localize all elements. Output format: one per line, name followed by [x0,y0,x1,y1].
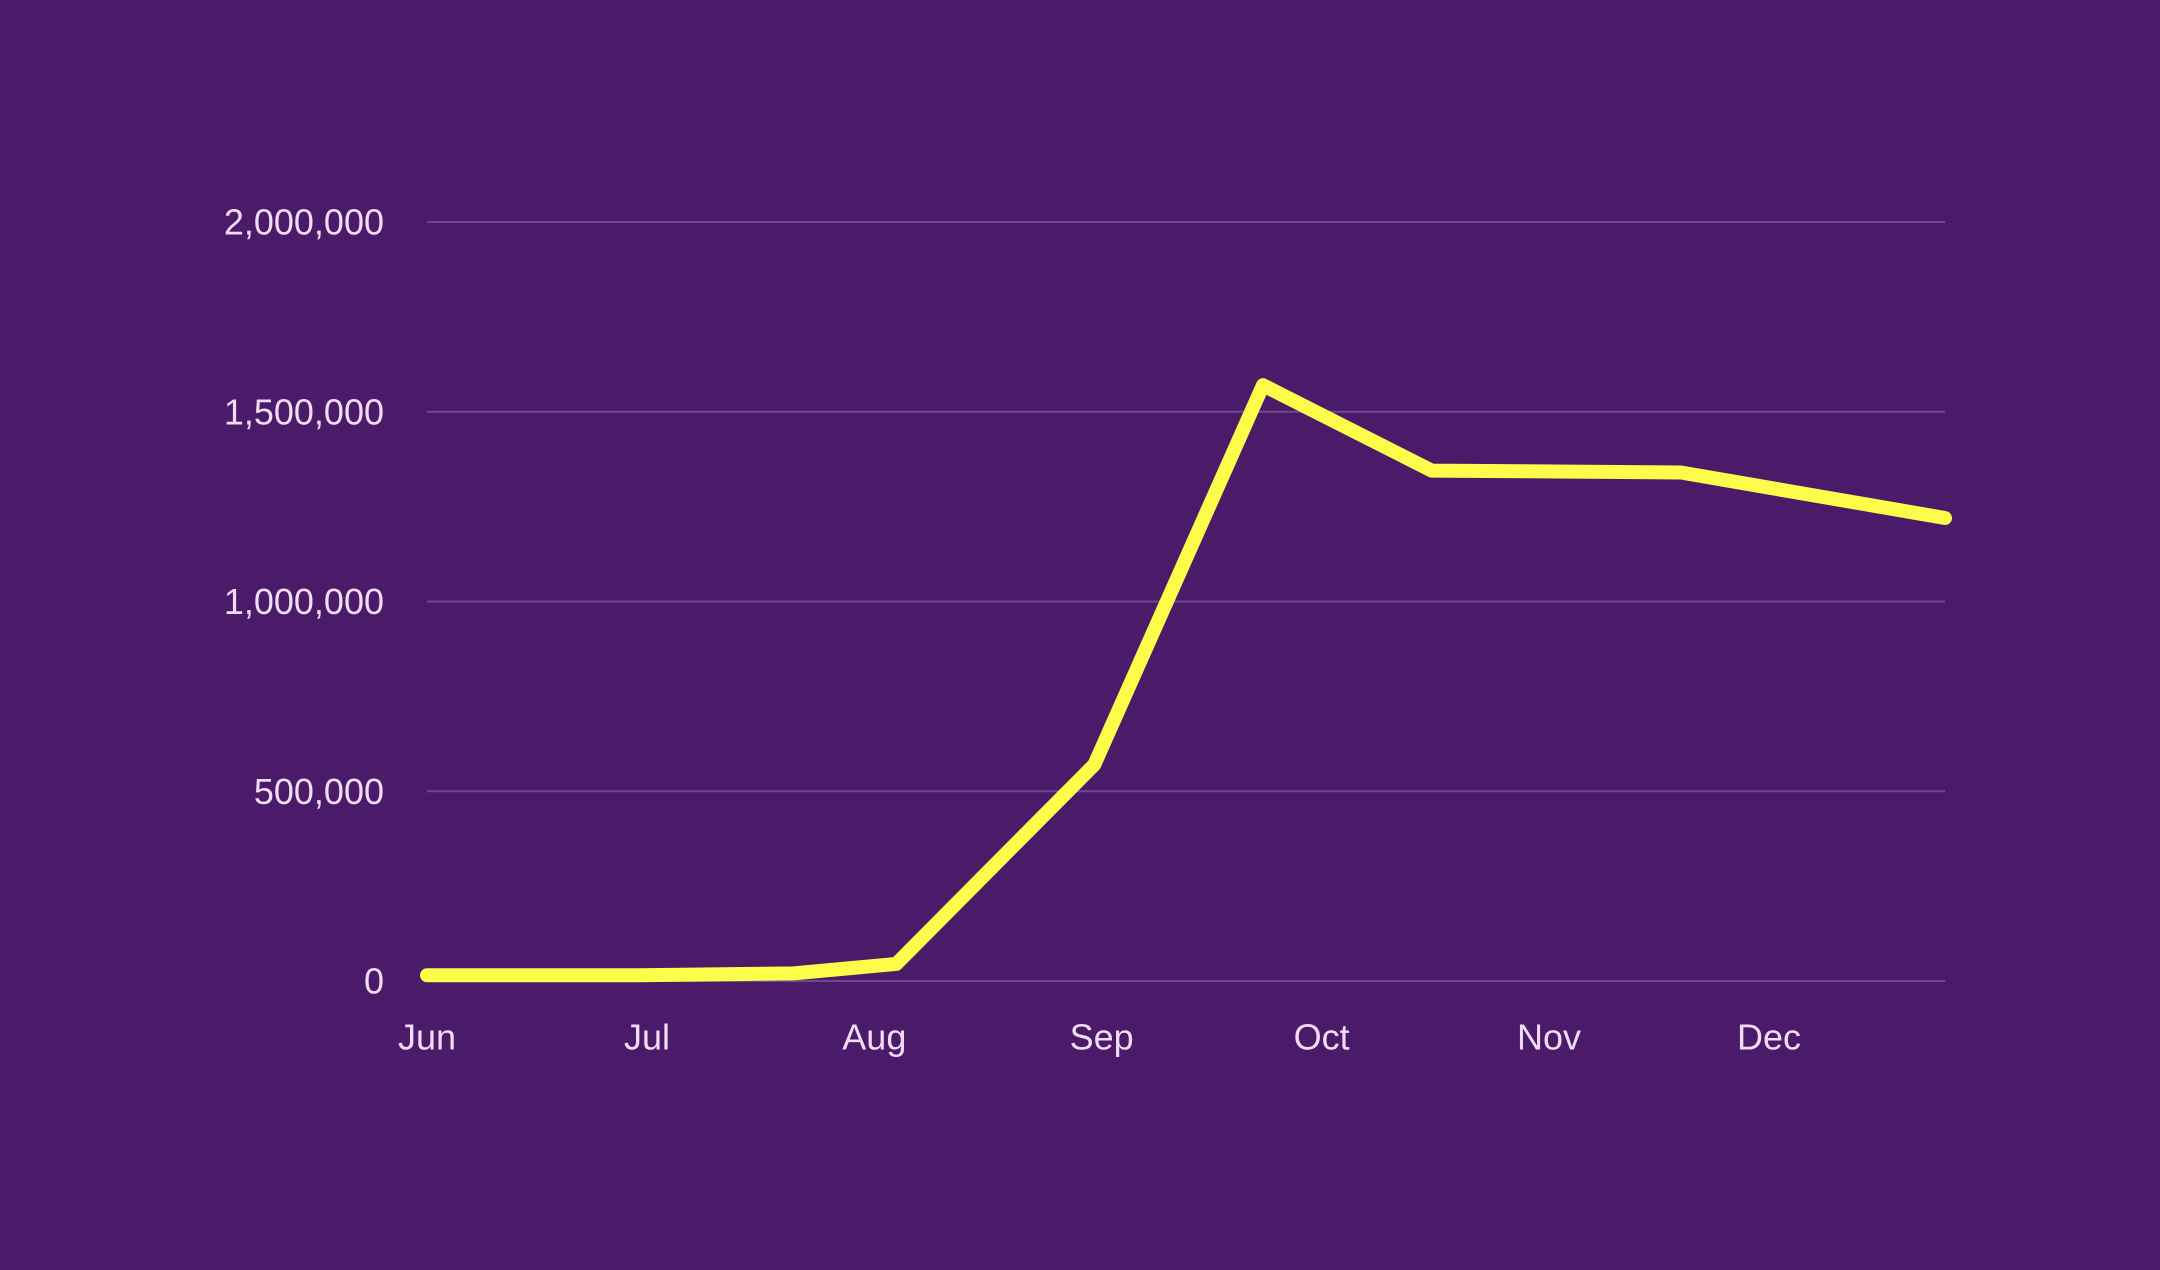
y-tick-label: 2,000,000 [224,202,384,243]
y-tick-label: 0 [364,961,384,1002]
y-tick-label: 1,000,000 [224,581,384,622]
series-layer [420,378,1952,983]
gridlines [427,221,1945,982]
x-axis: Jun Jul Aug Sep Oct Nov Dec [398,1017,1801,1058]
x-tick-label: Sep [1070,1017,1134,1058]
y-tick-label: 500,000 [254,771,384,812]
x-tick-label: Oct [1294,1017,1350,1058]
y-tick-label: 1,500,000 [224,391,384,432]
x-tick-label: Jun [398,1017,456,1058]
x-tick-label: Aug [842,1017,906,1058]
series-line [420,378,1952,983]
x-tick-label: Dec [1737,1017,1801,1058]
y-axis: 0 500,000 1,000,000 1,500,000 2,000,000 [224,202,384,1002]
x-tick-label: Nov [1517,1017,1581,1058]
x-tick-label: Jul [624,1017,670,1058]
